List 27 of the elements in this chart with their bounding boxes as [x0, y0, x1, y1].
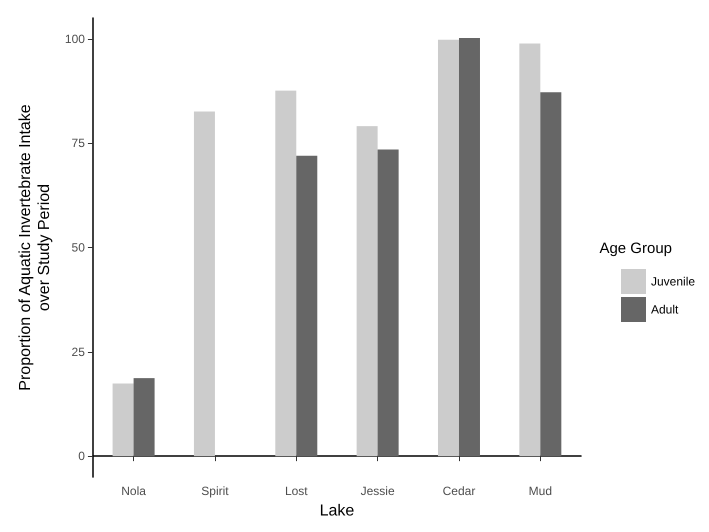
y-tick-label: 50 [72, 240, 86, 254]
legend-title: Age Group [599, 240, 672, 257]
bar [194, 111, 215, 456]
x-tick-label: Spirit [201, 484, 230, 498]
bar [275, 90, 296, 456]
bar [458, 38, 480, 456]
legend-label: Juvenile [651, 274, 696, 288]
x-tick-label: Lost [284, 484, 308, 498]
x-tick-label: Jessie [360, 484, 395, 498]
x-tick-label: Mud [528, 484, 552, 498]
y-tick-label: 100 [64, 32, 86, 46]
y-axis-title: Proportion of Aquatic Invertebrate Intake over Study Period [17, 104, 53, 391]
bar [438, 40, 459, 456]
legend-label: Adult [651, 302, 680, 316]
bar [378, 149, 399, 456]
y-tick-label: 0 [78, 449, 86, 464]
y-tick-label: 75 [72, 136, 86, 150]
bar [112, 384, 134, 456]
bar [540, 92, 562, 456]
x-axis-title: Lake [320, 502, 354, 520]
bar [296, 156, 318, 456]
x-tick-label: Nola [121, 484, 146, 498]
bar [356, 126, 378, 456]
bar [134, 378, 155, 456]
bar [519, 43, 540, 456]
y-tick-label: 25 [72, 344, 86, 359]
x-tick-label: Cedar [442, 484, 476, 498]
